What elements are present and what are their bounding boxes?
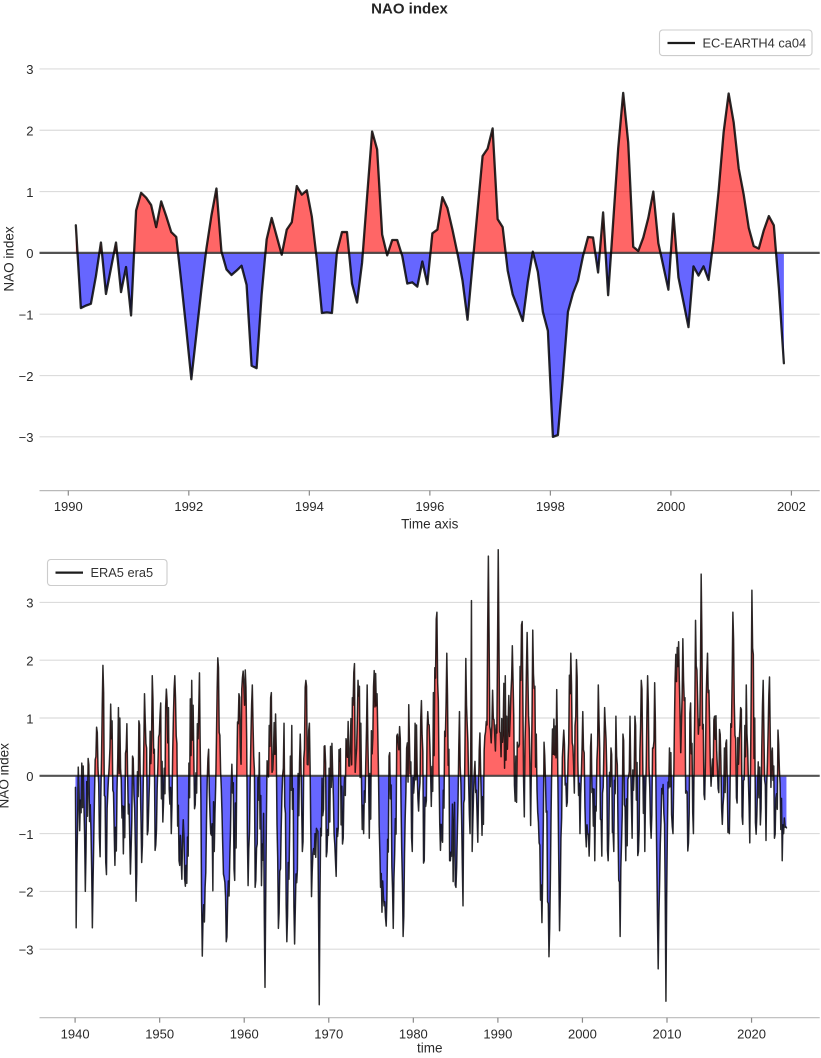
- top-legend-box: [658, 29, 813, 57]
- bottom-y-tick-label: 0: [26, 769, 33, 784]
- bottom-y-tick-labels: 3 2 1 0 −1 −2 −3: [19, 596, 34, 958]
- bottom-x-tick-label: 2020: [737, 1027, 766, 1042]
- top-yaxis-label: NAO index: [2, 226, 17, 292]
- top-x-tick-marks: [67, 490, 793, 496]
- bottom-x-tick-label: 1950: [145, 1027, 174, 1042]
- bottom-legend: ERA5 era5: [46, 558, 168, 587]
- bottom-y-tick-label: 3: [26, 596, 33, 611]
- top-chart: 1990 1992 1994 1996 1998 2000 2002 3210−1−2−3 …: [2, 29, 820, 532]
- bottom-chart: 1940 1950 1960 1970 1980 1990 2000 2010 2020 3 2 1…: [0, 549, 820, 1056]
- top-xaxis-label: Time axis: [401, 517, 459, 532]
- top-x-tick-label: 2002: [777, 499, 806, 514]
- bottom-series-line: [74, 549, 788, 1006]
- bottom-x-tick-marks: [74, 1017, 753, 1023]
- top-x-tick-label: 1992: [174, 499, 203, 514]
- top-x-tick-label: 2000: [656, 499, 685, 514]
- bottom-y-tick-label: −3: [19, 943, 34, 958]
- top-y-tick-labels: 3 2 1 0 −1 −2 −3: [19, 62, 34, 445]
- bottom-x-tick-label: 1940: [61, 1027, 90, 1042]
- top-y-tick-label: −1: [19, 308, 34, 323]
- top-x-tick-label: 1990: [54, 499, 83, 514]
- top-x-tick-label: 1996: [415, 499, 444, 514]
- top-y-tick-label: 0: [26, 246, 33, 261]
- bottom-negative-fill: [75, 775, 787, 1005]
- top-y-tick-label: −2: [19, 369, 34, 384]
- bottom-x-tick-label: 2000: [568, 1027, 597, 1042]
- bottom-y-tick-label: 1: [26, 711, 33, 726]
- bottom-xaxis-label: time: [417, 1041, 443, 1056]
- bottom-y-tick-label: −1: [19, 827, 34, 842]
- bottom-y-tick-label: −2: [19, 885, 34, 900]
- bottom-x-tick-labels: 1940 1950 1960 1970 1980 1990 2000 2010 2020: [61, 1027, 766, 1042]
- top-x-tick-label: 1994: [295, 499, 324, 514]
- top-x-tick-label: 1998: [536, 499, 565, 514]
- top-fills: [75, 92, 784, 437]
- top-legend-label: EC-EARTH4 ca04: [703, 35, 807, 50]
- bottom-x-tick-label: 1970: [314, 1027, 343, 1042]
- top-y-tick-label: 2: [26, 124, 33, 139]
- bottom-y-tick-label: 2: [26, 654, 33, 669]
- top-positive-fill: [75, 92, 777, 253]
- bottom-legend-box: [46, 558, 168, 587]
- top-series-line: [74, 91, 786, 439]
- bottom-yaxis-label: NAO index: [0, 743, 12, 809]
- bottom-legend-label: ERA5 era5: [91, 565, 154, 580]
- top-y-tick-label: 1: [26, 185, 33, 200]
- bottom-x-tick-label: 1990: [483, 1027, 512, 1042]
- top-legend: EC-EARTH4 ca04: [658, 29, 813, 57]
- bottom-x-tick-label: 2010: [653, 1027, 682, 1042]
- top-y-tick-label: 3: [26, 62, 33, 77]
- top-negative-fill: [77, 252, 784, 437]
- top-x-tick-labels: 1990 1992 1994 1996 1998 2000 2002: [54, 499, 806, 514]
- bottom-x-tick-label: 1960: [230, 1027, 259, 1042]
- bottom-x-tick-label: 1980: [399, 1027, 428, 1042]
- figure-title: NAO index: [371, 1, 448, 18]
- top-y-tick-label: −3: [19, 430, 34, 445]
